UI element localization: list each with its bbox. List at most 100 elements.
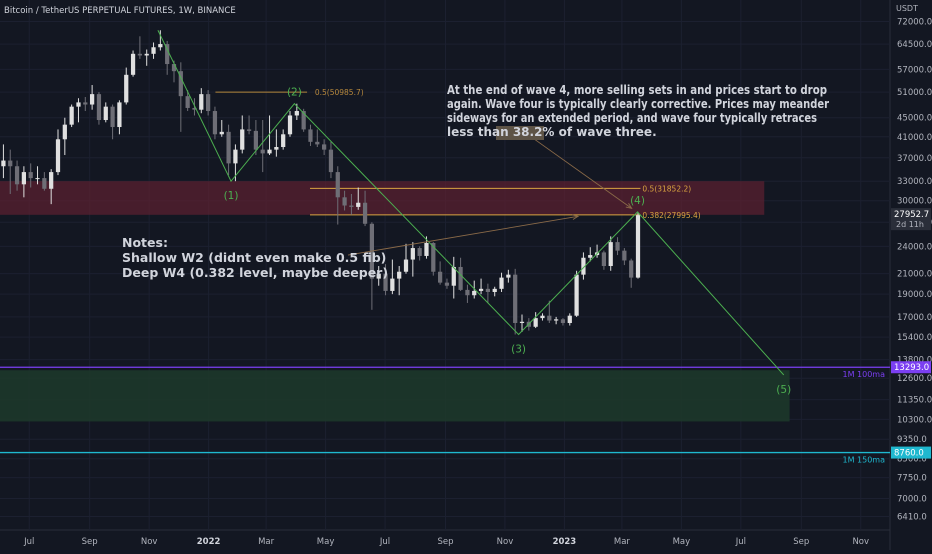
wave4-text-line-2: again. Wave four is typically clearly co…	[447, 97, 829, 111]
candle-body	[55, 139, 61, 173]
y-tick-label: 11350.0	[897, 396, 932, 406]
currency-label: USDT	[896, 4, 918, 13]
y-tick-label: 51000.0	[897, 88, 932, 98]
x-tick-label: Nov	[852, 537, 869, 547]
x-tick-label: Jul	[735, 537, 746, 547]
wave4-text-pre: less than	[447, 125, 513, 139]
notes-line-w2: Shallow W2 (didnt even make 0.5 fib)	[122, 250, 386, 265]
candle-body	[451, 266, 456, 286]
notes-line-w4: Deep W4 (0.382 level, maybe deeper)	[122, 265, 388, 280]
ma-price-tag	[891, 361, 931, 374]
candle-body	[540, 315, 545, 319]
current-price-timer: 2d 11h	[896, 220, 924, 229]
candle-body	[96, 94, 102, 121]
y-tick-label: 72000.0	[897, 18, 932, 28]
chart-title: Bitcoin / TetherUS PERPETUAL FUTURES, 1W…	[4, 6, 236, 16]
ma-price-tag-text: 8760.0	[894, 449, 924, 459]
ma-label: 1M 150ma	[843, 456, 886, 465]
target-zone	[0, 370, 790, 422]
candle-body	[110, 106, 115, 128]
candle-body	[226, 131, 231, 164]
current-price-value: 27952.7	[894, 210, 929, 220]
candle-body	[35, 178, 40, 180]
y-tick-label: 21000.0	[897, 270, 932, 280]
wave4-text-line-4: less than 38.2% of wave three.	[447, 125, 657, 139]
candle-body	[212, 111, 218, 135]
candle-body	[199, 94, 204, 110]
y-tick-label: 13800.0	[897, 356, 932, 366]
y-tick-label: 7000.0	[897, 494, 927, 504]
ma-label: 1M 100ma	[843, 370, 886, 379]
candle-body	[14, 166, 20, 185]
candle-body	[533, 318, 538, 327]
y-tick-label: 41000.0	[897, 133, 932, 143]
wave4-text-post: of wave three.	[554, 125, 656, 139]
candle-body	[403, 259, 409, 272]
candle-body	[574, 274, 579, 316]
resistance-zone	[0, 181, 765, 215]
annotation-arrow-head	[572, 214, 580, 220]
candle-body	[444, 282, 450, 286]
candle-body	[308, 129, 313, 142]
candle-body	[410, 248, 415, 260]
y-tick-label: 19000.0	[897, 290, 932, 300]
candle-body	[253, 130, 259, 150]
candle-body	[130, 53, 136, 75]
x-tick-label: Jul	[379, 537, 390, 547]
candle-body	[424, 242, 429, 256]
candle-body	[144, 53, 149, 56]
x-tick-label: Sep	[437, 537, 453, 547]
candle-body	[171, 64, 177, 72]
candle-body	[519, 321, 525, 324]
candle-body	[165, 44, 170, 65]
candle-body	[635, 215, 641, 278]
candle-body	[328, 149, 334, 173]
y-tick-label: 7750.0	[897, 474, 927, 484]
ma-price-tag	[891, 446, 931, 459]
candle-body	[349, 205, 354, 207]
highlight-38-2	[496, 126, 544, 140]
candle-body	[588, 255, 593, 258]
candle-body	[335, 172, 340, 198]
candle-body	[69, 106, 74, 125]
candle-body	[458, 266, 463, 290]
candle-body	[554, 319, 559, 321]
candle-body	[601, 252, 607, 267]
y-tick-label: 57000.0	[897, 65, 932, 75]
candle-body	[492, 288, 497, 293]
x-tick-label: Mar	[258, 537, 275, 547]
candle-body	[260, 149, 265, 154]
candle-body	[506, 274, 511, 278]
candle-body	[240, 129, 245, 150]
candle-body	[49, 172, 54, 189]
wave-label: (4)	[630, 195, 645, 207]
candle-body	[137, 53, 143, 56]
candle-body	[281, 134, 286, 148]
candle-body	[8, 160, 13, 167]
candle-body	[178, 71, 183, 97]
candle-body	[274, 147, 279, 150]
notes-title: Notes:	[122, 235, 168, 250]
ma-price-tag-text: 13293.0	[894, 363, 929, 373]
y-tick-label: 37000.0	[897, 154, 932, 164]
candle-body	[376, 273, 381, 279]
candle-body	[560, 319, 566, 324]
candle-body	[465, 289, 470, 296]
x-tick-label: 2023	[553, 537, 577, 547]
candle-body	[185, 96, 190, 108]
x-tick-label: Jul	[23, 537, 34, 547]
fib-label: 0.5(50985.7)	[315, 88, 364, 97]
y-tick-label: 64500.0	[897, 40, 932, 50]
wave4-text-highlight: 38.2%	[513, 125, 555, 139]
candle-body	[485, 288, 491, 293]
wave4-text-line-3: sideways for an extended period, and wav…	[447, 111, 817, 125]
wave-label: (5)	[776, 384, 791, 396]
candle-body	[356, 202, 361, 207]
candle-body	[267, 149, 272, 154]
y-tick-label: 12600.0	[897, 374, 932, 384]
candle-body	[322, 144, 327, 150]
candle-body	[103, 106, 108, 121]
candle-body	[151, 47, 156, 54]
candle-body	[21, 172, 26, 185]
